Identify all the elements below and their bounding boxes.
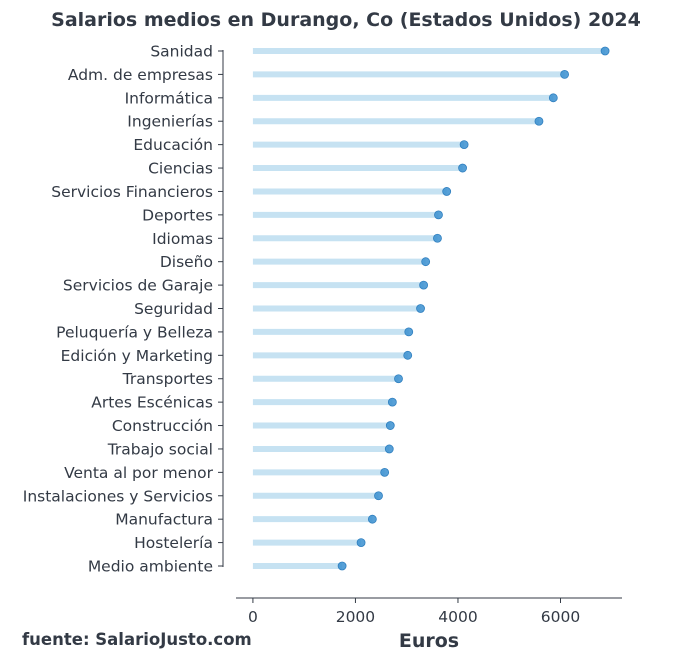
category-label-12: Peluquería y Belleza [56, 323, 213, 341]
category-label-17: Trabajo social [107, 440, 213, 458]
source-note: fuente: SalarioJusto.com [22, 630, 252, 649]
marker-14 [394, 374, 403, 384]
marker-1 [560, 70, 569, 79]
marker-12 [404, 327, 414, 337]
category-labels: Sanidad Adm. de empresas Informática Ingeni… [23, 43, 223, 576]
x-tick-label-0: 0 [248, 608, 258, 626]
x-axis-label: Euros [399, 630, 459, 652]
marker-15 [387, 397, 397, 407]
marker-20 [367, 514, 377, 524]
marker-19 [374, 491, 383, 501]
category-label-22: Medio ambiente [88, 558, 213, 576]
category-label-3: Ingenierías [127, 113, 213, 131]
chart-title: Salarios medios en Durango, Co (Estados … [51, 9, 641, 31]
category-label-16: Construcción [112, 417, 213, 435]
marker-6 [442, 187, 452, 196]
category-label-14: Transportes [122, 370, 213, 388]
category-label-1: Adm. de empresas [68, 66, 213, 84]
marker-13 [403, 350, 413, 360]
category-label-13: Edición y Marketing [61, 347, 213, 365]
category-label-15: Artes Escénicas [91, 394, 213, 412]
markers-layer [337, 46, 610, 571]
category-label-2: Informática [125, 89, 213, 107]
marker-21 [356, 538, 366, 547]
category-label-10: Servicios de Garaje [63, 277, 213, 295]
x-tick-label-2: 4000 [438, 608, 477, 626]
category-label-8: Idiomas [152, 230, 213, 248]
marker-4 [459, 140, 469, 150]
category-label-5: Ciencias [148, 160, 213, 178]
category-label-11: Seguridad [134, 300, 213, 318]
marker-5 [458, 163, 467, 173]
marker-17 [384, 444, 394, 454]
marker-22 [337, 561, 347, 571]
category-label-21: Hostelería [134, 534, 213, 552]
x-tick-label-1: 2000 [336, 608, 375, 626]
category-label-20: Manufactura [115, 511, 213, 529]
marker-16 [385, 421, 395, 430]
category-label-18: Venta al por menor [64, 464, 214, 482]
category-label-7: Deportes [142, 206, 213, 224]
stems-layer [252, 48, 606, 569]
marker-0 [600, 46, 610, 56]
marker-11 [416, 304, 425, 313]
x-ticks: 0 2000 4000 6000 [248, 598, 580, 626]
marker-9 [421, 257, 431, 267]
category-label-6: Servicios Financieros [51, 183, 213, 201]
marker-10 [419, 280, 429, 290]
marker-18 [380, 467, 390, 477]
category-label-4: Educación [133, 136, 213, 154]
marker-3 [534, 116, 544, 126]
marker-2 [548, 93, 558, 103]
marker-8 [433, 233, 442, 243]
category-label-0: Sanidad [150, 43, 213, 61]
marker-7 [434, 210, 443, 220]
category-label-9: Diseño [160, 253, 213, 271]
x-tick-label-3: 6000 [541, 608, 580, 626]
category-label-19: Instalaciones y Servicios [23, 487, 213, 505]
